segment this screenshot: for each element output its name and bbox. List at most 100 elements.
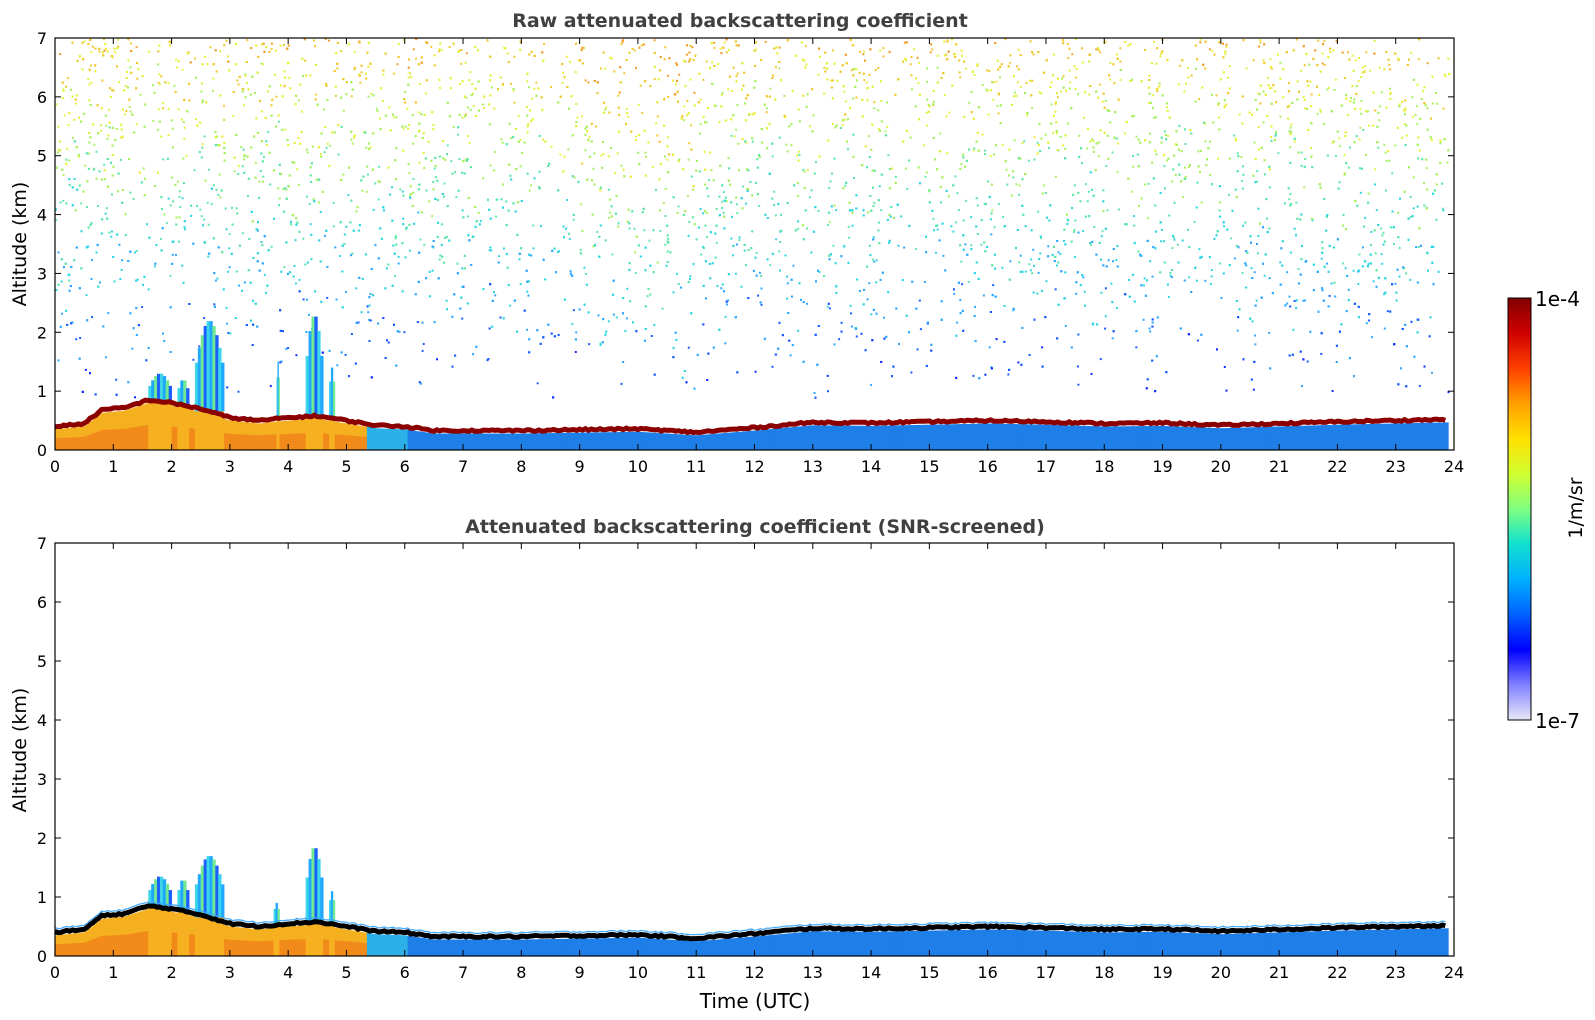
noise-pixel <box>75 102 78 105</box>
noise-pixel <box>374 182 377 185</box>
noise-pixel <box>365 146 368 149</box>
noise-pixel <box>79 337 82 339</box>
noise-pixel <box>1344 267 1347 270</box>
noise-pixel <box>678 73 681 76</box>
noise-pixel <box>366 173 369 176</box>
noise-pixel <box>224 207 227 210</box>
noise-pixel <box>783 94 786 97</box>
noise-pixel <box>1369 69 1372 72</box>
noise-pixel <box>207 223 210 226</box>
noise-pixel <box>244 73 247 76</box>
noise-pixel <box>650 335 653 337</box>
noise-pixel <box>1447 391 1450 394</box>
noise-pixel <box>206 201 209 204</box>
noise-pixel <box>711 61 714 64</box>
noise-pixel <box>550 85 552 88</box>
noise-pixel <box>656 261 659 264</box>
noise-pixel <box>1009 61 1012 64</box>
noise-pixel <box>1173 238 1176 241</box>
noise-pixel <box>1257 92 1260 95</box>
noise-pixel <box>708 179 711 182</box>
noise-pixel <box>832 49 834 52</box>
noise-pixel <box>490 249 493 252</box>
noise-pixel <box>270 245 273 248</box>
noise-pixel <box>1167 296 1170 298</box>
noise-pixel <box>93 143 96 146</box>
noise-pixel <box>1101 230 1104 233</box>
noise-pixel <box>1163 240 1166 243</box>
noise-pixel <box>1341 262 1344 265</box>
noise-pixel <box>1409 278 1412 281</box>
noise-pixel <box>345 225 348 228</box>
noise-pixel <box>713 41 716 44</box>
noise-pixel <box>648 239 651 242</box>
noise-pixel <box>540 225 542 228</box>
noise-pixel <box>1171 247 1174 250</box>
noise-pixel <box>1095 48 1098 51</box>
noise-pixel <box>297 137 300 139</box>
noise-pixel <box>1133 215 1135 218</box>
noise-pixel <box>228 247 231 250</box>
noise-pixel <box>207 168 210 171</box>
noise-pixel <box>61 312 64 315</box>
noise-pixel <box>539 187 541 190</box>
noise-pixel <box>310 258 313 261</box>
noise-pixel <box>844 184 847 187</box>
noise-pixel <box>981 84 984 87</box>
noise-pixel <box>107 312 110 315</box>
noise-pixel <box>1149 132 1151 135</box>
noise-pixel <box>973 74 976 76</box>
noise-pixel <box>656 115 659 118</box>
noise-pixel <box>1124 223 1127 226</box>
noise-pixel <box>369 146 372 149</box>
noise-pixel <box>1074 38 1077 41</box>
noise-pixel <box>574 71 577 74</box>
noise-pixel <box>705 60 708 63</box>
noise-pixel <box>1333 89 1336 91</box>
noise-pixel <box>687 346 690 349</box>
noise-pixel <box>684 60 687 63</box>
noise-pixel <box>883 316 885 319</box>
noise-pixel <box>1198 248 1201 251</box>
noise-pixel <box>974 305 976 308</box>
noise-pixel <box>1003 305 1006 307</box>
noise-pixel <box>481 103 484 106</box>
noise-pixel <box>1074 88 1077 91</box>
noise-pixel <box>662 202 665 204</box>
noise-pixel <box>1394 282 1397 285</box>
noise-pixel <box>85 294 88 297</box>
noise-pixel <box>533 87 536 90</box>
noise-pixel <box>118 243 121 246</box>
noise-pixel <box>265 144 268 146</box>
noise-pixel <box>583 266 586 269</box>
noise-pixel <box>778 250 781 253</box>
noise-pixel <box>161 208 163 210</box>
noise-pixel <box>1137 250 1140 253</box>
noise-pixel <box>1067 57 1070 60</box>
noise-pixel <box>1069 81 1072 84</box>
noise-pixel <box>932 217 935 220</box>
noise-pixel <box>438 50 440 53</box>
noise-pixel <box>223 104 225 107</box>
noise-pixel <box>410 76 413 79</box>
noise-pixel <box>1053 53 1056 56</box>
noise-pixel <box>727 88 730 91</box>
noise-pixel <box>1359 126 1362 129</box>
noise-pixel <box>1086 147 1089 150</box>
noise-pixel <box>631 48 634 50</box>
noise-pixel <box>418 161 421 164</box>
noise-pixel <box>980 243 983 246</box>
noise-pixel <box>382 73 385 76</box>
noise-pixel <box>886 126 889 129</box>
noise-pixel <box>260 62 263 65</box>
noise-pixel <box>308 313 310 316</box>
noise-pixel <box>90 278 93 280</box>
noise-pixel <box>1054 110 1057 113</box>
noise-pixel <box>715 207 718 210</box>
noise-pixel <box>567 148 570 151</box>
noise-pixel <box>877 109 880 112</box>
noise-pixel <box>580 115 583 118</box>
noise-pixel <box>1017 68 1020 71</box>
noise-pixel <box>415 57 417 60</box>
noise-pixel <box>736 72 739 75</box>
